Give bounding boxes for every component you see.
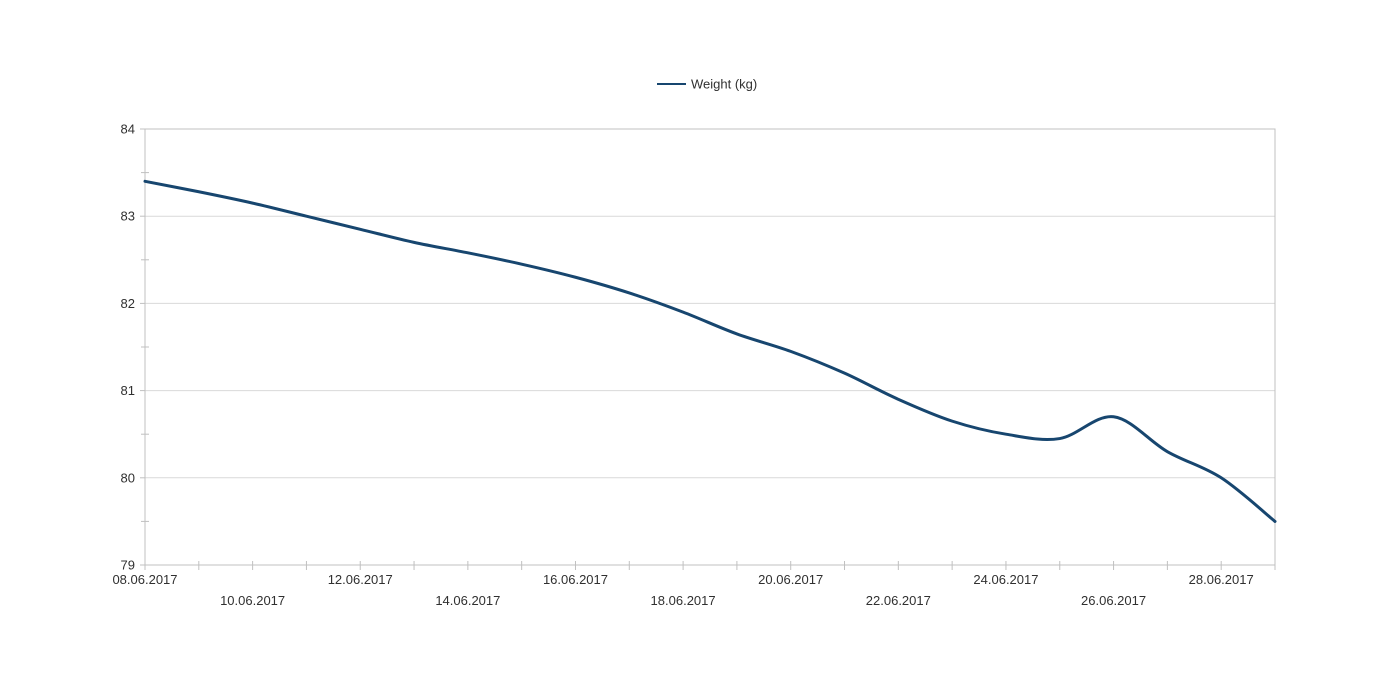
x-axis-label: 14.06.2017 <box>435 593 500 608</box>
x-axis-label: 24.06.2017 <box>973 572 1038 587</box>
y-axis-label: 83 <box>121 209 135 224</box>
plot-area-border <box>144 128 1276 566</box>
x-axis-labels: 08.06.2017 10.06.2017 12.06.2017 14.06.2017… <box>112 572 1253 608</box>
x-axis-label: 18.06.2017 <box>651 593 716 608</box>
x-axis-label: 26.06.2017 <box>1081 593 1146 608</box>
weight-series-path <box>143 179 1277 523</box>
x-axis-label: 20.06.2017 <box>758 572 823 587</box>
x-axis-label: 10.06.2017 <box>220 593 285 608</box>
plot-border <box>144 128 1276 566</box>
y-axis-label: 84 <box>121 122 135 137</box>
y-gridlines <box>145 215 1275 479</box>
x-axis-label: 08.06.2017 <box>112 572 177 587</box>
y-axis-label: 82 <box>121 296 135 311</box>
series-line <box>143 179 1277 523</box>
y-axis-labels: 79 80 81 82 83 84 <box>121 122 135 573</box>
y-axis-label: 81 <box>121 383 135 398</box>
y-axis-label: 80 <box>121 470 135 485</box>
y-axis-label: 79 <box>121 558 135 573</box>
x-axis-ticks <box>144 561 1276 570</box>
x-axis-label: 12.06.2017 <box>328 572 393 587</box>
x-axis-label: 16.06.2017 <box>543 572 608 587</box>
x-axis-label: 28.06.2017 <box>1189 572 1254 587</box>
y-axis-ticks <box>140 128 149 566</box>
x-axis-label: 22.06.2017 <box>866 593 931 608</box>
chart-legend: Weight (kg) <box>657 77 757 92</box>
legend-label: Weight (kg) <box>691 77 757 92</box>
